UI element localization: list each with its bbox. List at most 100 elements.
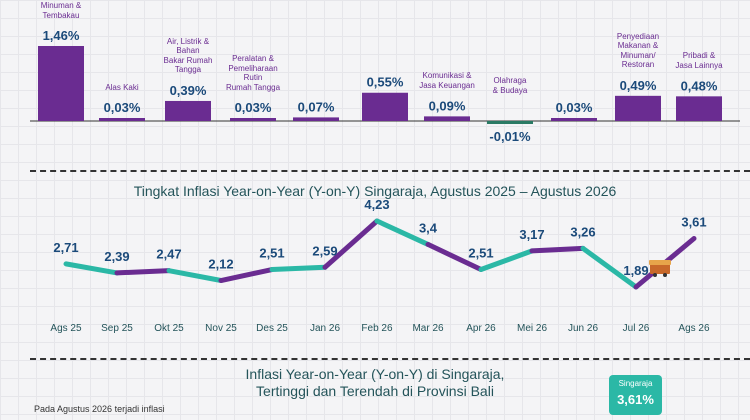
line-value-label-5: 2,59 xyxy=(312,243,337,258)
x-tick-label-1: Sep 25 xyxy=(101,323,133,334)
line-point-12 xyxy=(692,236,697,241)
bar-1 xyxy=(99,118,145,121)
x-tick-label-11: Jul 26 xyxy=(623,323,650,334)
line-segment-4 xyxy=(269,264,328,273)
line-value-label-6: 4,23 xyxy=(364,197,389,212)
x-tick-label-7: Mar 26 xyxy=(412,323,444,334)
line-value-label-1: 2,39 xyxy=(104,249,129,264)
bar-category-label-line: Tembakau xyxy=(42,10,80,20)
bar-category-label-line: Bahan xyxy=(176,46,200,56)
bar-category-label-0: Minuman & Tembakau xyxy=(25,1,97,20)
line-point-6 xyxy=(375,219,380,224)
bar-category-label-line: Minuman & xyxy=(40,1,82,10)
x-tick-label-6: Feb 26 xyxy=(361,323,393,334)
line-point-5 xyxy=(323,265,328,270)
bar-value-label-4: 0,07% xyxy=(298,99,335,114)
line-value-label-12: 3,61 xyxy=(681,214,706,229)
bar-category-label-line: Air, Listrik & xyxy=(166,36,210,46)
line-segment-3 xyxy=(218,267,275,284)
line-point-8 xyxy=(479,267,484,272)
line-chart: 2,71 Ags 25 2,39 Sep 25 2,47 Okt 25 2,12 Nov 25… xyxy=(50,197,710,334)
line-value-label-10: 3,26 xyxy=(570,224,595,239)
bar-category-label-2: Air, Listrik & Bahan Bakar Rumah Tangga xyxy=(152,37,224,75)
section-divider-1 xyxy=(30,170,750,172)
bar-category-label-line: Rutin xyxy=(243,73,263,82)
x-tick-label-3: Nov 25 xyxy=(205,323,237,334)
bar-category-label-6: Komunikasi & Jasa Keuangan xyxy=(411,71,483,90)
bar-0 xyxy=(38,46,84,121)
line-segment-6 xyxy=(374,218,431,247)
line-segment-7 xyxy=(425,241,484,273)
bar-category-label-line: Pemeliharaan xyxy=(228,63,278,73)
bar-5 xyxy=(362,92,408,121)
line-value-label-8: 2,51 xyxy=(468,246,493,261)
bar-category-label-line: & Budaya xyxy=(492,85,528,95)
section-divider-2 xyxy=(30,358,750,360)
line-chart-title: Tingkat Inflasi Year-on-Year (Y-on-Y) Si… xyxy=(0,183,750,199)
bar-category-label-line: Minuman/ xyxy=(620,50,656,60)
bar-value-label-10: 0,48% xyxy=(681,78,718,93)
bar-category-label-line: Jasa Lainnya xyxy=(675,60,723,70)
bar-value-label-8: 0,03% xyxy=(556,100,593,115)
bar-value-label-0: 1,46% xyxy=(43,28,80,43)
singaraja-callout: Singaraja 3,61% xyxy=(609,375,662,415)
bar-category-label-1: Alas Kaki xyxy=(86,83,158,93)
bar-10 xyxy=(676,96,722,121)
bar-category-label-3: Peralatan & Pemeliharaan Rutin Rumah Tangga xyxy=(217,54,289,92)
line-point-3 xyxy=(219,278,224,283)
bar-chart: 1,46% 0,03% 0,39% 0,03% 0,07% 0,55% 0,09% -0,01… xyxy=(38,28,722,144)
x-tick-label-8: Apr 26 xyxy=(466,323,496,334)
bar-category-label-line: Bakar Rumah xyxy=(163,55,213,65)
bar-8 xyxy=(551,118,597,121)
line-value-label-11: 1,89 xyxy=(623,263,648,278)
x-tick-label-10: Jun 26 xyxy=(568,323,598,334)
bar-category-label-9: Penyediaan Makanan & Minuman/Restoran xyxy=(602,32,674,70)
bar-7 xyxy=(487,121,533,124)
line-value-label-4: 2,51 xyxy=(259,246,284,261)
bar-category-label-line: Penyediaan xyxy=(616,31,660,41)
bar-category-label-line: Olahraga xyxy=(493,76,527,85)
line-segment-9 xyxy=(529,245,586,254)
line-chart-title-text: Tingkat Inflasi Year-on-Year (Y-on-Y) Si… xyxy=(133,183,617,199)
bar-category-label-line: Peralatan & xyxy=(232,54,274,63)
bar-value-label-2: 0,39% xyxy=(170,83,207,98)
bar-category-label-line: Restoran xyxy=(621,60,655,70)
bar-category-label-line: Rumah Tangga xyxy=(225,82,281,92)
section3-title-line1: Inflasi Year-on-Year (Y-on-Y) di Singara… xyxy=(245,366,505,382)
line-point-2 xyxy=(167,268,172,273)
line-segment-2 xyxy=(166,268,224,284)
bar-category-label-line: Komunikasi & xyxy=(422,71,472,81)
x-tick-label-9: Mei 26 xyxy=(517,323,547,334)
line-segment-5 xyxy=(322,218,380,270)
line-segment-1 xyxy=(114,268,172,276)
bar-4 xyxy=(293,117,339,121)
bar-6 xyxy=(424,116,470,121)
x-tick-label-0: Ags 25 xyxy=(50,323,82,334)
line-value-label-9: 3,17 xyxy=(519,227,544,242)
line-point-4 xyxy=(270,267,275,272)
line-point-1 xyxy=(115,270,120,275)
x-tick-label-4: Des 25 xyxy=(256,323,288,334)
section3-title: Inflasi Year-on-Year (Y-on-Y) di Singara… xyxy=(0,366,750,400)
bar-category-label-7: Olahraga & Budaya xyxy=(474,76,546,95)
bar-value-label-3: 0,03% xyxy=(235,100,272,115)
line-point-11 xyxy=(634,285,639,290)
line-value-label-0: 2,71 xyxy=(53,240,78,255)
line-value-label-2: 2,47 xyxy=(156,247,181,262)
bar-value-label-7: -0,01% xyxy=(489,129,531,144)
bar-value-label-9: 0,49% xyxy=(620,78,657,93)
bar-category-label-10: Pribadi & Jasa Lainnya xyxy=(663,51,735,70)
bar-9 xyxy=(615,95,661,121)
x-tick-label-12: Ags 26 xyxy=(678,323,710,334)
bar-value-label-1: 0,03% xyxy=(104,100,141,115)
bar-category-label-line: Jasa Keuangan xyxy=(419,80,475,90)
x-tick-label-5: Jan 26 xyxy=(310,323,340,334)
line-point-9 xyxy=(530,248,535,253)
callout-city: Singaraja xyxy=(618,379,653,388)
inflation-note: Pada Agustus 2026 terjadi inflasi xyxy=(34,404,165,414)
line-segment-8 xyxy=(478,248,535,273)
bar-3 xyxy=(230,118,276,121)
bar-category-label-line: Alas Kaki xyxy=(105,82,139,92)
x-tick-label-2: Okt 25 xyxy=(154,323,184,334)
